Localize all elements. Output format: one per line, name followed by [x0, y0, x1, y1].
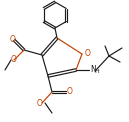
Text: N: N	[90, 66, 96, 75]
Text: H: H	[94, 69, 99, 74]
Text: O: O	[37, 98, 43, 107]
Text: O: O	[11, 56, 17, 65]
Text: O: O	[67, 87, 73, 97]
Text: O: O	[10, 35, 16, 44]
Text: O: O	[85, 50, 91, 59]
